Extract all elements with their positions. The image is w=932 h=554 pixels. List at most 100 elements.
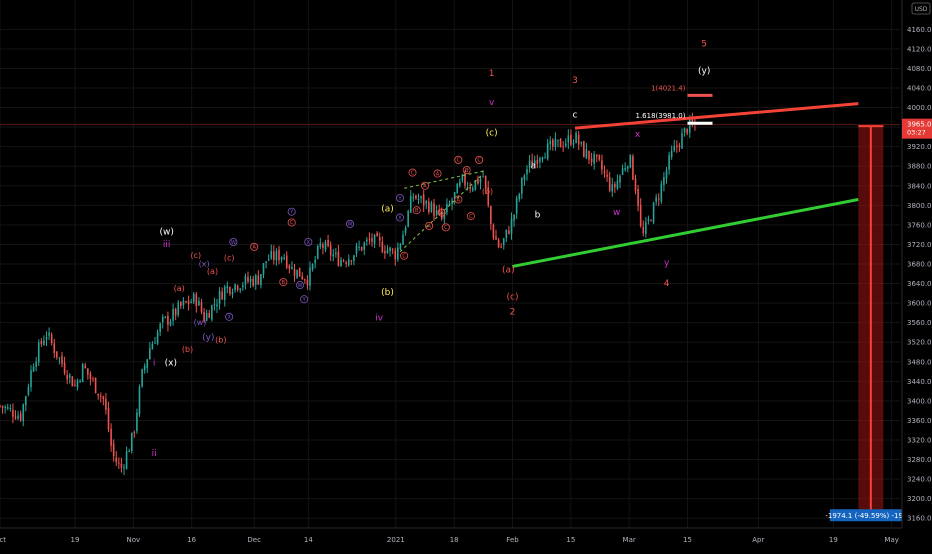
candle (260, 274, 262, 289)
candle (484, 175, 487, 195)
candle-body (231, 292, 234, 295)
candle (572, 139, 575, 149)
price-tick-label: 4120.0 (907, 45, 932, 53)
circle-wave-ring (229, 237, 238, 246)
candle-body (79, 380, 81, 382)
circle-wave-ring (433, 169, 442, 178)
candle (247, 271, 249, 284)
circle-wave-ring (225, 312, 234, 321)
candle-body (97, 393, 99, 396)
time-axis-bg (0, 528, 932, 550)
wave-label: (c) (507, 293, 519, 303)
candle-body (389, 247, 391, 252)
candle (327, 234, 329, 248)
wave-label: y (664, 259, 670, 269)
candle (505, 229, 508, 243)
candle-body (603, 170, 606, 174)
candle-body (358, 246, 360, 248)
circle-wave-label: C (287, 218, 296, 227)
circle-wave-text: Y (397, 196, 402, 202)
candle-body (373, 234, 376, 244)
price-tick-label: 3320.0 (907, 437, 932, 445)
candle (231, 288, 234, 299)
candle (84, 362, 87, 369)
price-tick-label: 3400.0 (907, 397, 932, 405)
price-tick-label: 3360.0 (907, 417, 932, 425)
candle (608, 171, 611, 193)
candle (386, 245, 389, 254)
circle-wave-text: B (440, 210, 444, 216)
candle-body (84, 365, 87, 368)
candle (358, 240, 360, 251)
candle (407, 209, 409, 228)
candle (172, 303, 174, 326)
time-tick-label: Nov (126, 536, 140, 544)
candle-body (487, 187, 490, 206)
candle (14, 410, 17, 420)
candle-body (112, 443, 115, 457)
candle (252, 275, 254, 288)
currency-badge (911, 2, 931, 15)
candle-body (513, 214, 515, 221)
candle (337, 244, 340, 267)
candle-body (479, 178, 482, 183)
candle (236, 284, 239, 292)
candle (404, 225, 407, 236)
candle (376, 231, 378, 237)
candle-body (265, 261, 267, 264)
candle (353, 254, 355, 266)
candle (87, 368, 89, 380)
candle (368, 232, 371, 245)
candle (205, 309, 208, 322)
candle (490, 205, 492, 231)
candle (371, 233, 373, 247)
circle-wave-text: Y (302, 297, 307, 303)
candle (526, 165, 528, 181)
candle-body (128, 450, 130, 452)
candle (164, 315, 167, 319)
candle-body (293, 268, 296, 276)
candle-body (378, 237, 381, 241)
candle (105, 392, 107, 415)
price-tick-label: 3560.0 (907, 319, 932, 327)
candle (79, 379, 81, 384)
circle-wave-label: A (250, 242, 259, 251)
candle (435, 205, 438, 217)
candle (665, 167, 668, 184)
circle-wave-text: W (231, 240, 236, 246)
candle-body (546, 143, 549, 160)
candle-body (676, 145, 678, 147)
candle-body (608, 177, 611, 191)
candle-body (340, 259, 342, 267)
candle (531, 153, 533, 167)
candle (81, 362, 84, 383)
candle-body (647, 218, 650, 221)
wave-label: (c) (486, 128, 498, 138)
candle (389, 246, 391, 257)
price-tick-label: 3920.0 (907, 143, 932, 151)
circle-wave-label: X (395, 213, 404, 222)
circle-wave-text: C (402, 253, 406, 259)
candle (187, 295, 190, 311)
candle (154, 336, 156, 344)
candle-body (25, 396, 27, 406)
candle (216, 298, 218, 314)
candle-body (229, 287, 231, 294)
candle-body (211, 305, 213, 320)
candle (539, 156, 541, 169)
candle (332, 248, 335, 262)
circle-wave-label: Y (287, 207, 296, 216)
time-tick-label: Oct (0, 536, 6, 544)
time-tick-label: Apr (752, 536, 764, 544)
candle (125, 446, 128, 470)
candle-body (342, 260, 345, 262)
circle-wave-label: B (412, 206, 421, 215)
candle-body (645, 221, 647, 234)
candle (580, 141, 583, 147)
candle (110, 423, 112, 452)
fib-level-label: 1.618(3981.0) (636, 112, 686, 120)
circle-wave-label: C (475, 155, 484, 164)
candle-body (74, 385, 76, 387)
candle-body (686, 128, 688, 134)
